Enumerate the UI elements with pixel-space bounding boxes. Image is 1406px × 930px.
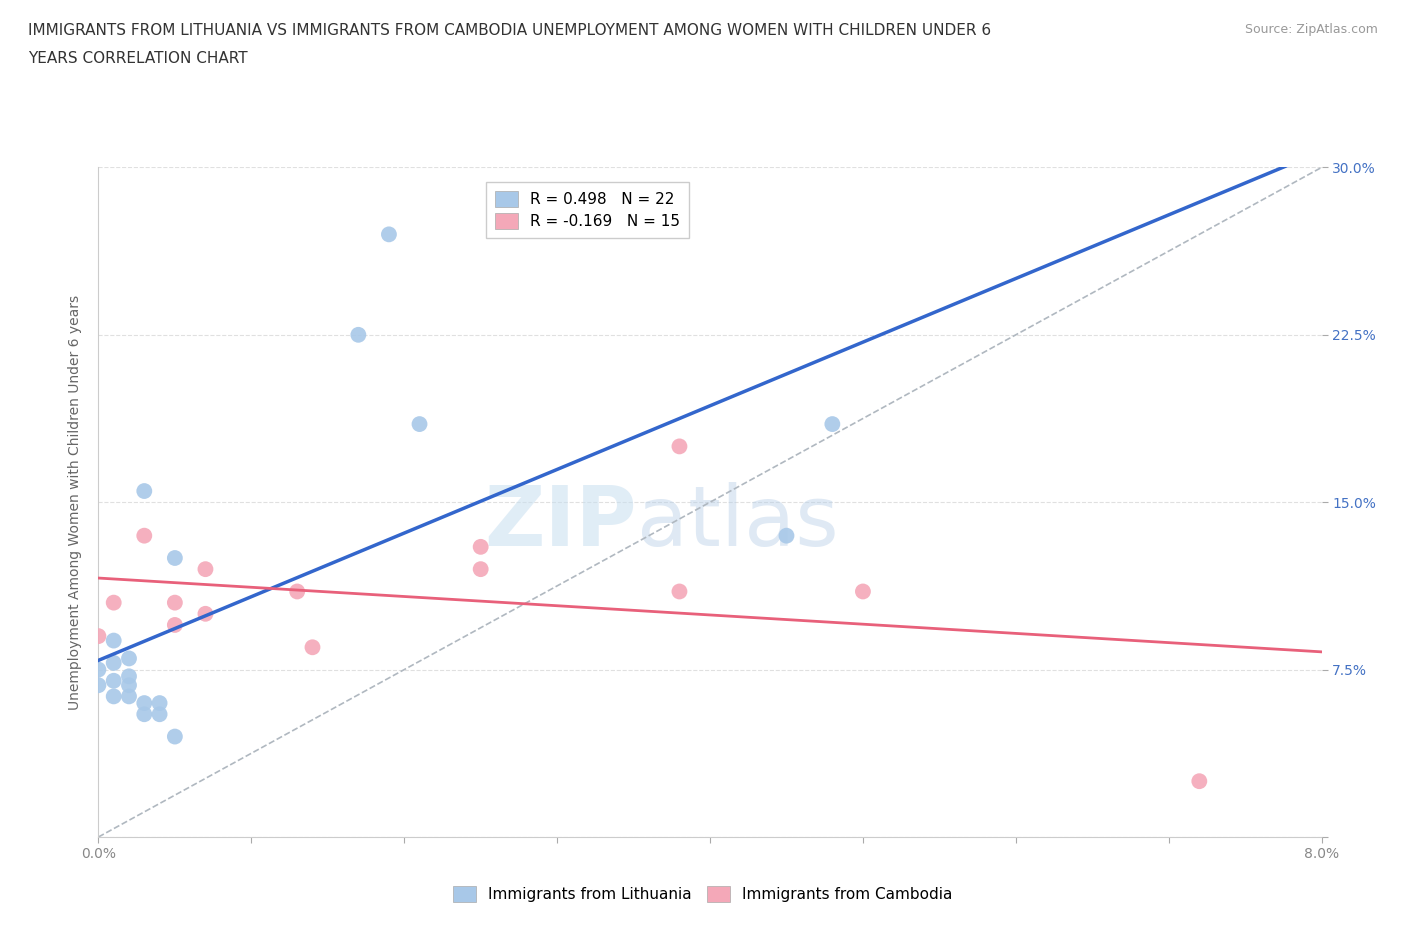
Point: [103, 656, 125, 671]
Point: [118, 669, 141, 684]
Point: [668, 439, 690, 454]
Point: [821, 417, 844, 432]
Point: [775, 528, 797, 543]
Point: [378, 227, 401, 242]
Point: [163, 595, 186, 610]
Point: [103, 595, 125, 610]
Point: [87, 662, 110, 677]
Text: ZIP: ZIP: [484, 482, 637, 563]
Point: [103, 633, 125, 648]
Text: IMMIGRANTS FROM LITHUANIA VS IMMIGRANTS FROM CAMBODIA UNEMPLOYMENT AMONG WOMEN W: IMMIGRANTS FROM LITHUANIA VS IMMIGRANTS …: [28, 23, 991, 38]
Point: [149, 696, 172, 711]
Point: [103, 673, 125, 688]
Legend: R = 0.498   N = 22, R = -0.169   N = 15: R = 0.498 N = 22, R = -0.169 N = 15: [486, 181, 689, 238]
Point: [470, 562, 492, 577]
Point: [301, 640, 323, 655]
Point: [149, 707, 172, 722]
Point: [134, 484, 156, 498]
Y-axis label: Unemployment Among Women with Children Under 6 years: Unemployment Among Women with Children U…: [69, 295, 83, 710]
Point: [1188, 774, 1211, 789]
Point: [347, 327, 370, 342]
Point: [194, 606, 217, 621]
Point: [134, 696, 156, 711]
Point: [163, 618, 186, 632]
Point: [852, 584, 875, 599]
Point: [118, 651, 141, 666]
Point: [470, 539, 492, 554]
Point: [408, 417, 430, 432]
Point: [118, 689, 141, 704]
Point: [134, 707, 156, 722]
Point: [87, 678, 110, 693]
Text: YEARS CORRELATION CHART: YEARS CORRELATION CHART: [28, 51, 247, 66]
Point: [87, 629, 110, 644]
Legend: Immigrants from Lithuania, Immigrants from Cambodia: Immigrants from Lithuania, Immigrants fr…: [447, 880, 959, 909]
Point: [103, 689, 125, 704]
Text: Source: ZipAtlas.com: Source: ZipAtlas.com: [1244, 23, 1378, 36]
Point: [285, 584, 308, 599]
Text: atlas: atlas: [637, 482, 838, 563]
Point: [194, 562, 217, 577]
Point: [163, 729, 186, 744]
Point: [163, 551, 186, 565]
Point: [118, 678, 141, 693]
Point: [134, 528, 156, 543]
Point: [668, 584, 690, 599]
